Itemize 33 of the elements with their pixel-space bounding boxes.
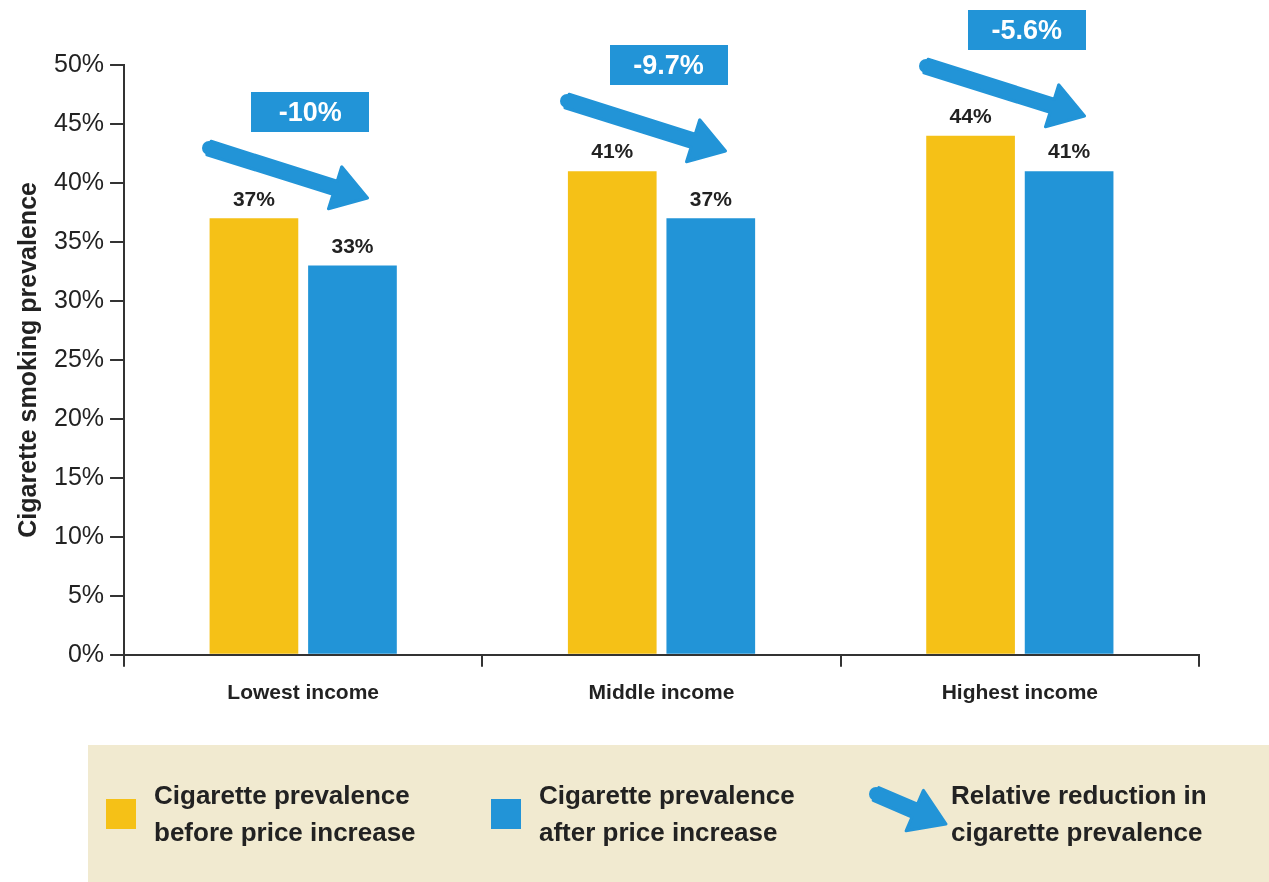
y-axis-title: Cigarette smoking prevalence	[12, 181, 41, 538]
y-tick-label: 45%	[53, 107, 105, 136]
y-tick-label: 40%	[53, 166, 105, 195]
data-label: 41%	[591, 139, 634, 163]
bar	[567, 171, 657, 654]
bar	[666, 218, 756, 654]
legend-label: Cigarette prevalence before price increase	[154, 778, 417, 849]
data-label: 41%	[1048, 139, 1091, 163]
y-tick-label: 35%	[53, 225, 105, 254]
data-label: 33%	[331, 233, 374, 257]
y-tick-label: 20%	[53, 402, 105, 431]
x-tick-label: Highest income	[941, 680, 1099, 704]
data-label: 37%	[689, 186, 733, 210]
bar	[209, 218, 299, 654]
x-tick-label: Lowest income	[227, 680, 380, 704]
annotation: -9.7%	[609, 45, 728, 86]
y-tick-label: 15%	[53, 461, 105, 490]
y-tick-label: 30%	[53, 284, 105, 313]
text: Relative reduction in cigarette prevalence	[951, 778, 1208, 849]
legend-label: Cigarette prevalence after price increase	[539, 778, 796, 849]
data-label: 44%	[949, 104, 992, 128]
text: -5.6%	[967, 9, 1086, 50]
bar	[926, 135, 1015, 654]
annotation: -10%	[251, 92, 370, 133]
y-tick-label: 10%	[53, 520, 105, 549]
y-tick-label: 50%	[53, 48, 105, 77]
y-tick-label: 0%	[67, 638, 105, 667]
y-tick-label: 25%	[53, 343, 105, 372]
bar	[1024, 171, 1114, 654]
bar	[308, 265, 397, 654]
data-label: 37%	[232, 186, 276, 210]
x-tick-label: Middle income	[588, 680, 735, 704]
y-tick-label: 5%	[67, 579, 105, 608]
